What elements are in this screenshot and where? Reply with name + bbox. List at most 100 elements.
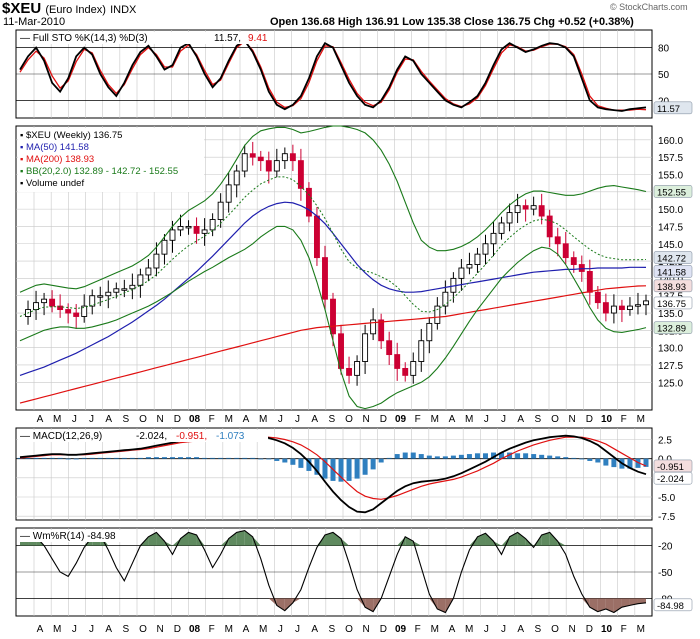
macd-histogram-bar [202,457,208,459]
macd-histogram-bar [250,457,256,459]
price-candle [201,229,208,234]
sto-legend: — Full STO %K(14,3) %D(3) [20,33,148,44]
price-candle [418,340,425,362]
willr-overbought-fill [397,536,406,546]
price-candle [426,322,433,342]
willr-oversold-fill [613,598,622,613]
macd-histogram-bar [458,454,464,459]
price-candle [635,304,641,307]
x-axis-label-bottom: N [569,624,576,635]
x-axis-label-top: F [415,414,421,425]
macd-histogram-bar [474,453,480,459]
price-last-tag-bg [653,265,693,278]
x-axis-label-top: A [243,414,250,425]
macd-histogram-bar [145,457,151,459]
macd-histogram-bar [218,457,224,459]
price-candle [313,215,320,259]
macd-histogram-bar [507,452,513,459]
x-axis-label-bottom: A [449,624,456,635]
x-axis-label-bottom: 08 [189,624,201,635]
date-label: 11-Mar-2010 [3,16,66,28]
macd-histogram-bar [169,457,175,459]
x-axis-label-top: D [380,414,387,425]
macd-histogram-bar [73,458,79,460]
price-last-tag-bg [653,251,693,264]
price-candle [185,225,192,229]
macd-histogram-bar [298,458,304,468]
price-candle [121,288,128,291]
willr-oversold-fill [637,598,646,604]
willr-overbought-fill [220,538,229,546]
x-axis-label-top: M [225,414,233,425]
price-candle [434,305,441,324]
willr-overbought-fill [485,533,494,546]
willr-overbought-fill [413,541,422,546]
price-candle [442,291,449,307]
x-axis-label-bottom: J [484,624,489,635]
x-axis-label-top: D [174,414,181,425]
willr-oversold-fill [605,598,614,613]
willr-ytick-label: -20 [658,542,673,553]
willr-overbought-fill [324,532,333,546]
price-candle [145,267,152,276]
x-axis-label-top: A [449,414,456,425]
x-axis-label-top: 10 [601,414,613,425]
macd-last-tag-macd: -2.024 [657,474,684,485]
price-candle [322,257,328,300]
price-candle [522,205,529,210]
price-candle [161,239,168,255]
macd-histogram-bar [97,457,103,459]
macd-histogram-bar [466,454,472,459]
price-ytick-label: 130.0 [658,344,683,355]
x-axis-label-top: J [295,414,300,425]
ma50-line [19,201,647,376]
willr-legend: — Wm%R(14) -84.98 [20,531,116,542]
x-axis-label-bottom: A [37,624,44,635]
willr-overbought-fill [549,532,558,546]
price-candle [554,236,561,245]
macd-histogram-bar [81,457,87,459]
price-candle [177,225,184,231]
price-candle [346,367,353,376]
x-axis-label-bottom: 09 [395,624,407,635]
x-axis-label-bottom: O [345,624,353,635]
macd-histogram-bar [33,457,39,459]
price-candle [498,222,505,234]
macd-histogram-bar [450,455,456,459]
x-axis-label-bottom: O [139,624,147,635]
price-candle [338,333,344,369]
bb-middle-line [19,176,647,317]
sto-k-value: 11.57, [214,33,241,44]
macd-histogram-bar [161,457,167,459]
x-axis-label-bottom: J [72,624,77,635]
macd-histogram-bar [370,458,376,470]
willr-overbought-fill [172,538,181,546]
price-candle [73,312,80,317]
macd-histogram-bar [234,457,240,459]
price-candle [57,305,64,311]
price-candle [378,319,385,342]
price-candle [402,367,409,376]
price-legend-item: ▪ BB(20,2.0) 132.89 - 142.72 - 152.55 [20,166,178,177]
price-candle [113,288,120,293]
macd-histogram-bar [186,457,192,459]
x-axis-label-bottom: N [157,624,164,635]
x-axis-label-bottom: M [259,624,267,635]
price-ytick-label: 135.0 [658,309,683,320]
price-candle [562,243,569,259]
price-candle [330,298,336,335]
macd-histogram-bar [178,457,184,459]
macd-histogram-bar [579,458,585,460]
x-axis-label-top: N [363,414,370,425]
price-candle [506,212,513,224]
willr-oversold-fill [581,598,590,608]
price-candle [538,205,545,217]
willr-overbought-fill [517,532,526,546]
x-axis-label-top: A [311,414,318,425]
x-axis-label-bottom: O [551,624,559,635]
price-candle [105,291,112,297]
price-last-tag: 138.93 [657,282,686,293]
price-ytick-label: 155.0 [658,170,683,181]
price-candle [514,205,521,214]
price-last-tag-bg [653,321,693,334]
